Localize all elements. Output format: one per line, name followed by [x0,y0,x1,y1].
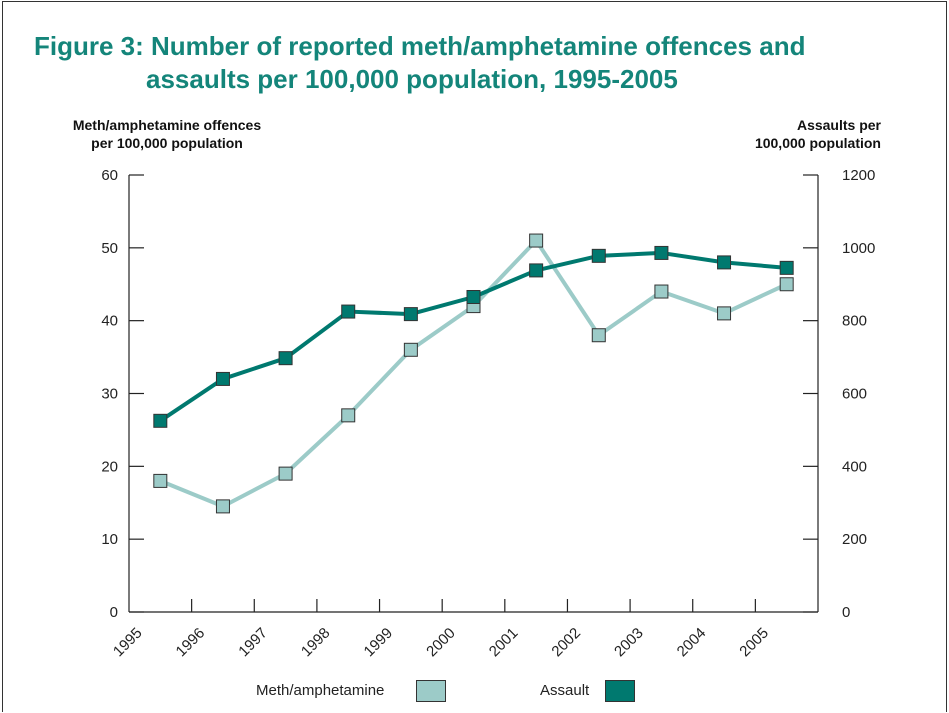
chart-title-line1: Figure 3: Number of reported meth/amphet… [34,31,806,61]
left-axis-title: Meth/amphetamine offences per 100,000 po… [72,117,262,151]
x-tick-label: 1999 [361,625,397,661]
x-tick-label: 2002 [548,625,584,661]
data-point-assault [278,351,293,366]
legend-swatch-meth [416,680,446,702]
data-point-meth [153,473,168,488]
right-tick-label: 800 [842,313,867,330]
data-point-meth [591,328,606,343]
x-tick-label: 1995 [110,625,146,661]
chart-lines [159,238,788,509]
series-line-meth [159,238,788,509]
series-line-assault [159,250,787,423]
data-point-assault [529,263,544,278]
data-point-meth [278,466,293,481]
data-point-assault [591,248,606,263]
left-tick-label: 0 [110,604,118,621]
left-tick-label: 40 [101,313,118,330]
x-tick-label: 2004 [674,625,710,661]
data-point-meth [341,408,356,423]
right-tick-label: 600 [842,386,867,403]
data-point-assault [466,289,481,304]
chart-title: Figure 3: Number of reported meth/amphet… [34,30,805,96]
data-point-assault [403,307,418,322]
data-point-assault [717,255,732,270]
legend-label-meth: Meth/amphetamine [256,682,385,699]
right-tick-label: 1200 [842,167,875,184]
legend-swatch-assault [605,680,635,702]
data-point-assault [779,260,794,275]
x-tick-label: 1998 [298,625,334,661]
data-point-meth [654,284,669,299]
x-tick-label: 1997 [235,625,271,661]
chart-title-line2: assaults per 100,000 population, 1995-20… [146,64,678,94]
data-point-meth [529,233,544,248]
data-point-assault [341,304,356,319]
data-point-meth [779,277,794,292]
data-point-meth [717,306,732,321]
x-tick-label: 1996 [173,625,209,661]
data-point-meth [403,342,418,357]
left-tick-label: 20 [101,458,118,475]
x-tick-label: 2001 [486,625,522,661]
left-tick-label: 10 [101,531,118,548]
chart-markers [153,233,794,514]
right-tick-label: 400 [842,458,867,475]
legend-label-assault: Assault [540,682,590,699]
right-tick-label: 0 [842,604,850,621]
left-tick-label: 60 [101,167,118,184]
left-tick-label: 50 [101,240,118,257]
x-tick-label: 2003 [611,625,647,661]
x-tick-label: 2005 [736,625,772,661]
right-axis-title: Assaults per 100,000 population [754,117,881,151]
right-tick-label: 1000 [842,240,875,257]
data-point-meth [215,499,230,514]
left-tick-label: 30 [101,386,118,403]
x-tick-label: 2000 [423,625,459,661]
right-tick-label: 200 [842,531,867,548]
data-point-assault [654,245,669,260]
data-point-assault [215,371,230,386]
data-point-assault [153,413,168,428]
